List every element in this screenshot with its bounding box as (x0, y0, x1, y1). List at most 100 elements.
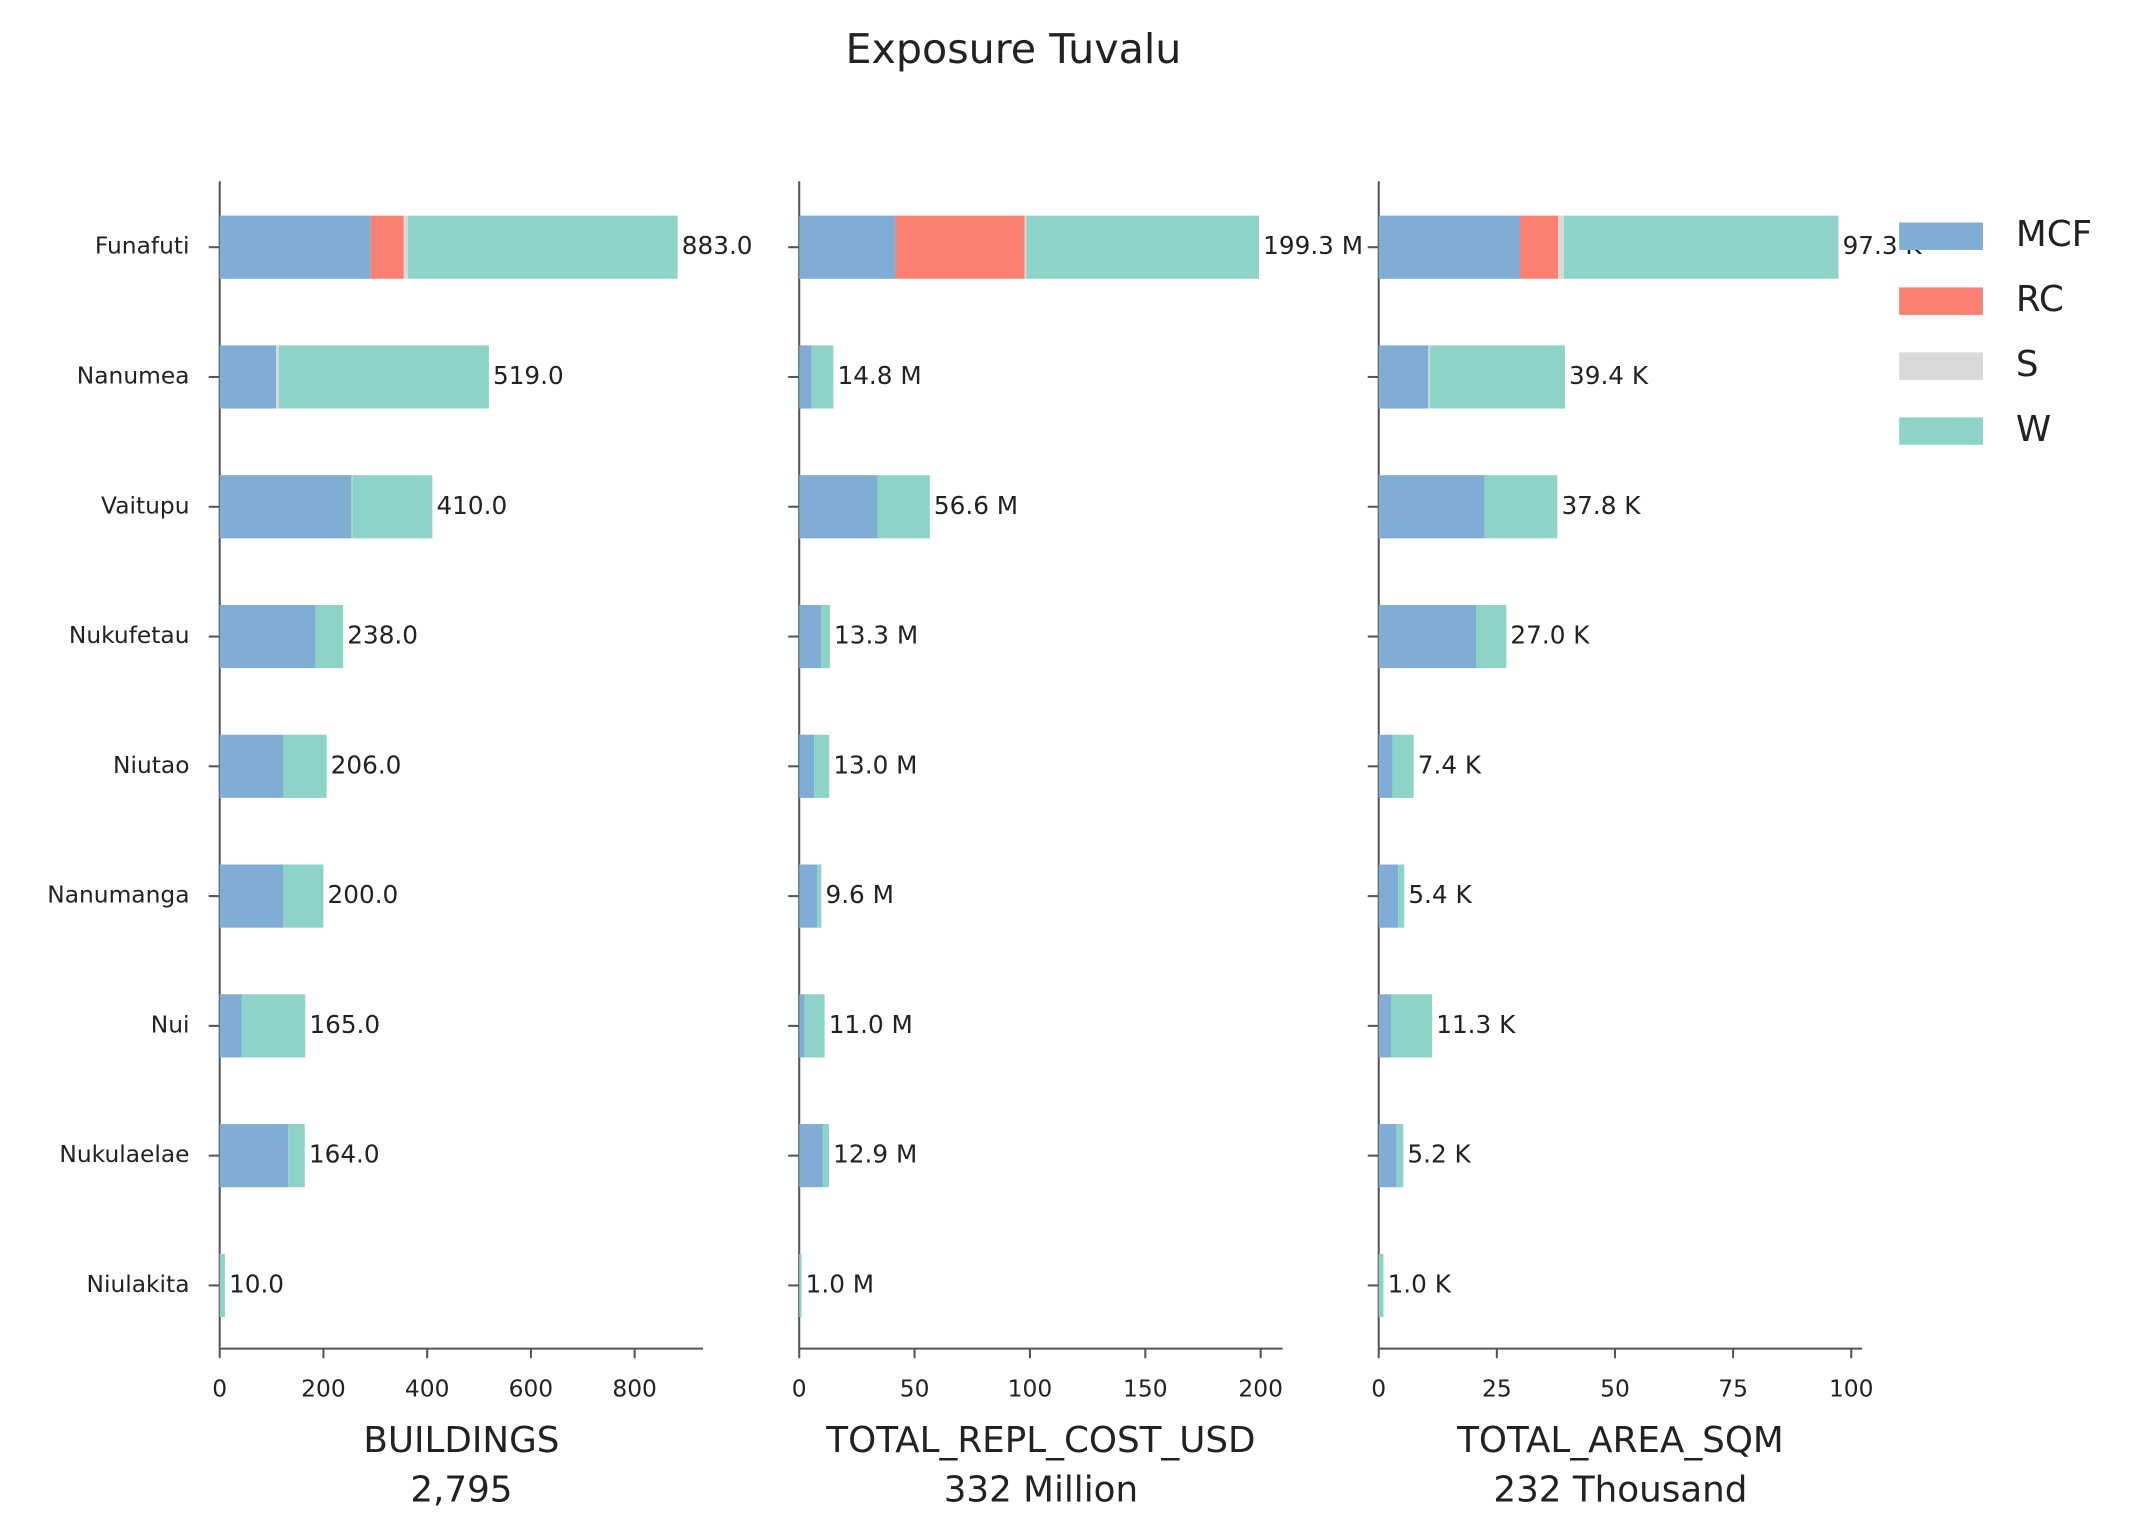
legend-swatch (1899, 222, 1983, 250)
bar-segment: RC (370, 215, 404, 279)
bar-segment: MCF (1378, 345, 1429, 409)
bar-segment: MCF (799, 604, 822, 669)
bar-segment: MCF (219, 1124, 289, 1188)
bar-segment: W (352, 475, 433, 539)
bar-segment: W (1398, 864, 1405, 928)
bar-segment: W (804, 994, 825, 1058)
y-tick-label: Vaitupu (101, 491, 189, 519)
bar-segment: MCF (1378, 475, 1485, 539)
bar-segment: MCF (799, 215, 896, 279)
value-label: 238.0 (347, 621, 418, 650)
bar-segment: MCF (799, 994, 805, 1058)
bar-segment: W (1476, 604, 1507, 669)
bar-segment: MCF (1378, 1124, 1397, 1188)
y-tick-label: Funafuti (95, 232, 190, 260)
bar-segment: MCF (799, 1124, 823, 1188)
bar-segment: W (814, 734, 830, 798)
value-label: 14.8 M (837, 361, 921, 390)
bar-segment: W (811, 345, 834, 409)
x-tick-label: 0 (1371, 1374, 1386, 1402)
bar-segment: MCF (799, 864, 817, 928)
bar-segment: MCF (1378, 734, 1393, 798)
value-label: 11.3 K (1436, 1010, 1516, 1039)
bar-segment: W (288, 1124, 305, 1188)
value-label: 7.4 K (1418, 750, 1482, 779)
value-label: 165.0 (309, 1010, 380, 1039)
bar-segment: W (1026, 215, 1260, 279)
x-axis-summary: 2,795 (410, 1469, 512, 1510)
bar-segment: W (282, 734, 327, 798)
value-label: 12.9 M (833, 1140, 917, 1169)
bar-segment: MCF (1378, 864, 1399, 928)
bar-segment: W (1378, 1253, 1384, 1318)
bar-segment: W (821, 604, 830, 669)
bar-segment: S (1558, 215, 1564, 279)
bar-segment: W (822, 1124, 829, 1188)
bar-segment: MCF (799, 475, 878, 539)
x-tick-label: 150 (1123, 1374, 1168, 1402)
bar-segment: MCF (219, 604, 316, 669)
x-tick-label: 200 (1238, 1374, 1283, 1402)
x-tick-label: 600 (509, 1374, 554, 1402)
bar-segment: W (315, 604, 344, 669)
bar-segment: MCF (799, 345, 812, 409)
value-label: 39.4 K (1569, 361, 1649, 390)
bar-segment: RC (895, 215, 1025, 279)
value-label: 5.2 K (1407, 1140, 1471, 1169)
y-tick-label: Niulakita (87, 1270, 190, 1298)
bar-segment: MCF (219, 734, 283, 798)
legend-label: W (2016, 409, 2051, 450)
bar-segment: W (1396, 1124, 1404, 1188)
x-tick-label: 50 (1600, 1374, 1630, 1402)
legend-label: MCF (2016, 214, 2092, 255)
bar-segment: MCF (799, 734, 815, 798)
x-tick-label: 200 (301, 1374, 346, 1402)
x-axis-summary: 332 Million (944, 1469, 1138, 1510)
value-label: 519.0 (493, 361, 564, 390)
bar-segment: MCF (219, 994, 242, 1058)
bar-segment: MCF (1378, 215, 1521, 279)
value-label: 199.3 M (1263, 231, 1363, 260)
legend-label: RC (2016, 279, 2064, 320)
y-tick-label: Nui (151, 1010, 190, 1038)
value-label: 206.0 (331, 750, 402, 779)
value-label: 37.8 K (1561, 491, 1641, 520)
bar-segment: W (799, 1253, 802, 1318)
bar-segment: MCF (1378, 604, 1477, 669)
bar-segment: MCF (219, 864, 283, 928)
value-label: 9.6 M (825, 880, 893, 909)
x-tick-label: 100 (1008, 1374, 1053, 1402)
value-label: 1.0 K (1388, 1269, 1452, 1298)
x-tick-label: 0 (792, 1374, 807, 1402)
value-label: 164.0 (309, 1140, 380, 1169)
x-axis-title: BUILDINGS (363, 1420, 559, 1461)
x-tick-label: 75 (1718, 1374, 1748, 1402)
x-tick-label: 50 (900, 1374, 930, 1402)
y-tick-label: Nanumea (77, 361, 190, 389)
x-tick-label: 400 (405, 1374, 450, 1402)
value-label: 10.0 (229, 1269, 284, 1298)
value-label: 5.4 K (1408, 880, 1472, 909)
value-label: 200.0 (328, 880, 399, 909)
y-tick-label: Nukulaelae (59, 1140, 189, 1168)
x-tick-label: 0 (212, 1374, 227, 1402)
value-label: 13.3 M (834, 621, 918, 650)
bar-segment: S (351, 475, 353, 539)
value-label: 1.0 M (806, 1269, 874, 1298)
bar-segment: MCF (1378, 994, 1392, 1058)
bar-segment: MCF (219, 475, 352, 539)
x-axis-summary: 232 Thousand (1493, 1469, 1747, 1510)
bar-segment: W (282, 864, 324, 928)
legend-label: S (2016, 344, 2039, 385)
legend-swatch (1899, 417, 1983, 445)
bar-segment: MCF (219, 215, 371, 279)
bar-segment: S (403, 215, 408, 279)
bar-segment: W (1392, 734, 1414, 798)
bar-segment: W (1484, 475, 1558, 539)
bar-segment: W (241, 994, 306, 1058)
value-label: 11.0 M (829, 1010, 913, 1039)
value-label: 27.0 K (1510, 621, 1590, 650)
chart-title: Exposure Tuvalu (845, 25, 1181, 73)
y-tick-label: Nanumanga (47, 881, 189, 909)
bar-segment: MCF (219, 345, 277, 409)
